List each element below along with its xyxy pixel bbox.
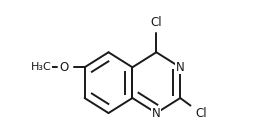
Text: Cl: Cl [150,16,162,29]
Text: Cl: Cl [195,107,207,120]
Text: N: N [176,61,185,74]
Text: N: N [152,107,161,120]
Text: O: O [60,61,69,74]
Text: H₃C: H₃C [31,62,51,72]
